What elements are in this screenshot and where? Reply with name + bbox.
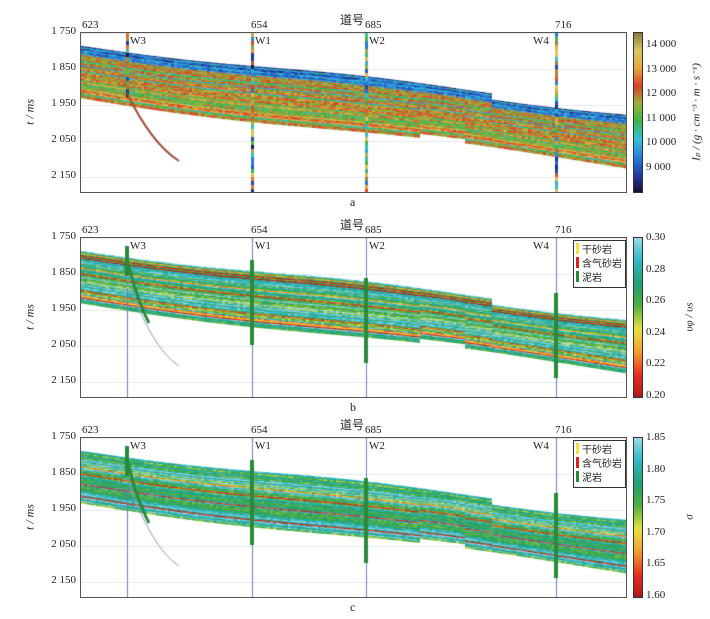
- y-tick-label: 1 850: [51, 266, 76, 278]
- legend-item: 泥岩: [576, 269, 625, 284]
- x-tick-label: 685: [365, 224, 382, 236]
- well-label: W3: [130, 35, 146, 47]
- well-label: W2: [369, 35, 385, 47]
- colorbar-tick-label: 9 000: [646, 160, 671, 173]
- x-axis-title: 道号: [340, 13, 365, 27]
- colorbar-title: σ: [683, 514, 696, 520]
- section-heatmap: [81, 238, 626, 397]
- panel-label: b: [350, 400, 356, 414]
- legend-swatch: [576, 270, 579, 282]
- colorbar: [633, 237, 643, 398]
- y-tick-label: 1 850: [51, 466, 76, 478]
- x-axis-title: 道号: [340, 218, 365, 232]
- legend-item: 含气砂岩: [576, 455, 625, 470]
- colorbar-title: υφ / υs: [683, 302, 696, 332]
- section-plot: [80, 437, 627, 598]
- x-tick-label: 623: [82, 19, 99, 31]
- colorbar-tick-label: 11 000: [646, 111, 676, 124]
- y-tick-label: 2 150: [51, 169, 76, 181]
- y-tick-label: 2 050: [51, 538, 76, 550]
- y-tick-label: 1 950: [51, 302, 76, 314]
- y-tick-label: 1 750: [51, 25, 76, 37]
- legend-item: 干砂岩: [576, 241, 625, 256]
- section-heatmap: [81, 33, 626, 192]
- legend: 干砂岩 含气砂岩 泥岩: [573, 240, 626, 288]
- x-tick-label: 716: [555, 19, 572, 31]
- legend-item: 含气砂岩: [576, 255, 625, 270]
- section-plot: [80, 237, 627, 398]
- legend: 干砂岩 含气砂岩 泥岩: [573, 440, 626, 488]
- legend-swatch: [576, 256, 579, 268]
- section-heatmap: [81, 438, 626, 597]
- legend-label: 含气砂岩: [582, 258, 622, 270]
- y-tick-label: 2 050: [51, 133, 76, 145]
- panel-label: a: [350, 195, 356, 209]
- legend-label: 干砂岩: [582, 244, 612, 256]
- x-tick-label: 654: [251, 224, 268, 236]
- y-tick-label: 1 750: [51, 230, 76, 242]
- y-axis-title: t / ms: [22, 98, 37, 126]
- legend-swatch: [576, 456, 579, 468]
- legend-swatch: [576, 442, 579, 454]
- colorbar-tick-label: 10 000: [646, 136, 677, 148]
- well-label: W3: [130, 240, 146, 252]
- legend-label: 泥岩: [582, 472, 602, 484]
- legend-swatch: [576, 242, 579, 254]
- colorbar-title: Iₚ / (g · cm⁻³ · m · s⁻¹): [690, 63, 703, 161]
- x-axis-title: 道号: [340, 418, 365, 432]
- x-tick-label: 654: [251, 19, 268, 31]
- well-label: W1: [255, 35, 271, 47]
- colorbar-tick-label: 0.20: [646, 388, 666, 401]
- legend-label: 泥岩: [582, 272, 602, 284]
- well-label: W3: [130, 440, 146, 452]
- y-tick-label: 2 150: [51, 374, 76, 386]
- colorbar-tick-label: 1.65: [646, 557, 666, 569]
- y-axis-title: t / ms: [22, 503, 37, 531]
- y-tick-label: 2 150: [51, 574, 76, 586]
- colorbar-tick-label: 13 000: [646, 62, 677, 75]
- well-label: W1: [255, 440, 271, 452]
- well-label: W4: [533, 440, 549, 452]
- legend-label: 含气砂岩: [582, 458, 622, 470]
- x-tick-label: 716: [555, 224, 572, 236]
- colorbar: [633, 437, 643, 598]
- y-tick-label: 1 750: [51, 430, 76, 442]
- y-tick-label: 1 950: [51, 502, 76, 514]
- x-tick-label: 685: [365, 19, 382, 31]
- colorbar-tick-label: 0.24: [646, 325, 666, 338]
- well-label: W4: [533, 35, 549, 47]
- colorbar-tick-label: 0.26: [646, 294, 666, 306]
- x-tick-label: 716: [555, 424, 572, 436]
- well-label: W2: [369, 240, 385, 252]
- colorbar-tick-label: 0.22: [646, 357, 666, 369]
- colorbar-tick-label: 12 000: [646, 87, 677, 99]
- legend-label: 干砂岩: [582, 444, 612, 456]
- legend-item: 泥岩: [576, 469, 625, 484]
- y-tick-label: 1 850: [51, 61, 76, 73]
- colorbar-tick-label: 1.85: [646, 431, 666, 443]
- section-plot: [80, 32, 627, 193]
- colorbar: [633, 32, 643, 193]
- colorbar-tick-label: 1.70: [646, 525, 666, 538]
- colorbar-tick-label: 14 000: [646, 38, 677, 50]
- y-axis-title: t / ms: [22, 303, 37, 331]
- legend-swatch: [576, 470, 579, 482]
- colorbar-tick-label: 0.28: [646, 262, 666, 275]
- colorbar-tick-label: 1.60: [646, 588, 666, 601]
- well-label: W2: [369, 440, 385, 452]
- x-tick-label: 654: [251, 424, 268, 436]
- x-tick-label: 623: [82, 224, 99, 236]
- y-tick-label: 2 050: [51, 338, 76, 350]
- colorbar-tick-label: 1.80: [646, 462, 666, 475]
- colorbar-tick-label: 1.75: [646, 494, 666, 506]
- y-tick-label: 1 950: [51, 97, 76, 109]
- panel-label: c: [350, 600, 356, 614]
- well-label: W4: [533, 240, 549, 252]
- x-tick-label: 685: [365, 424, 382, 436]
- legend-item: 干砂岩: [576, 441, 625, 456]
- colorbar-tick-label: 0.30: [646, 231, 666, 243]
- well-label: W1: [255, 240, 271, 252]
- x-tick-label: 623: [82, 424, 99, 436]
